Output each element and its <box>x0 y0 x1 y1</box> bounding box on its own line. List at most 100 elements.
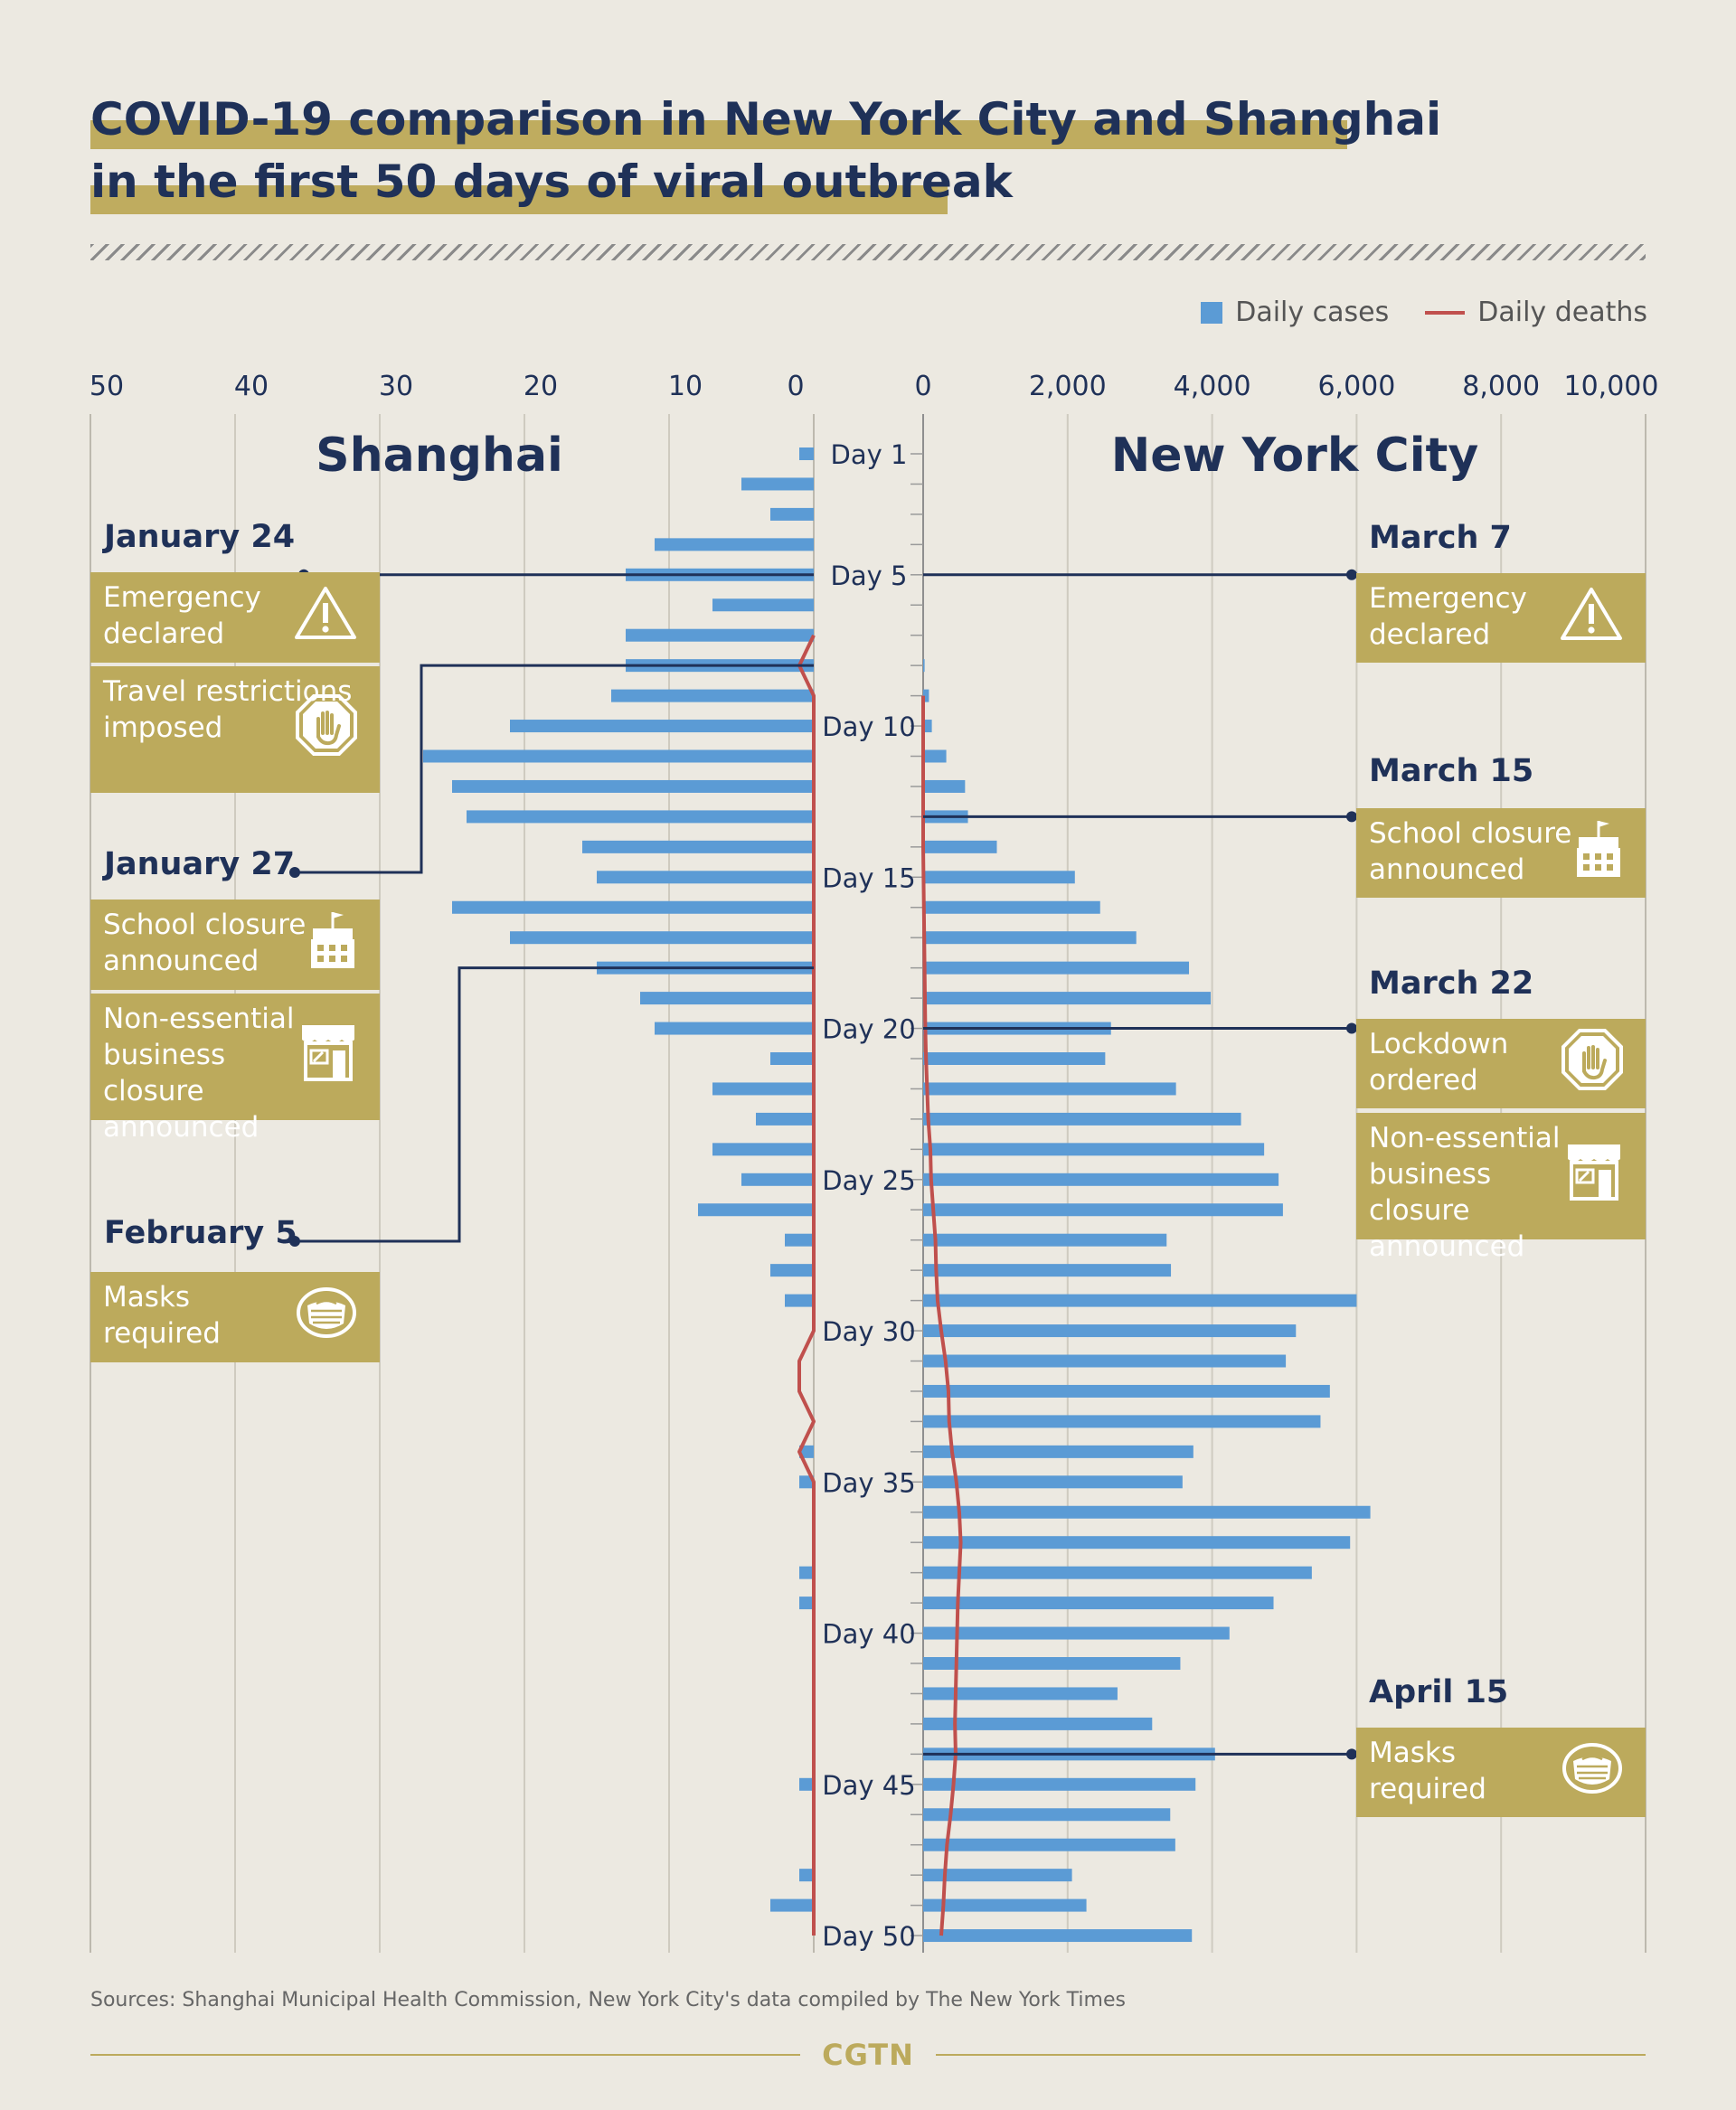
school-icon <box>307 909 358 981</box>
mask-icon <box>295 1286 358 1349</box>
sh-case-bar <box>655 1022 814 1035</box>
sh-case-bar <box>467 810 814 824</box>
sh-death-line <box>797 634 816 1936</box>
sh-case-bar <box>423 749 814 763</box>
brand-rule-right <box>936 2054 1646 2056</box>
nyc-event-date: April 15 <box>1369 1674 1509 1710</box>
sh-x-tick-label: 20 <box>524 371 558 402</box>
sh-x-tick-label: 30 <box>379 371 413 402</box>
nyc-case-bar <box>923 931 1137 945</box>
nyc-x-tick-label: 2,000 <box>1029 371 1107 402</box>
event-card-text: Emergency declared <box>103 581 261 650</box>
nyc-case-bar <box>923 1808 1171 1822</box>
nyc-case-bar <box>923 1324 1297 1338</box>
nyc-event-card: Lockdown ordered <box>1356 1019 1646 1108</box>
shanghai-event-card: Non-essential business closure announced <box>90 994 380 1144</box>
nyc-case-bar <box>923 1929 1193 1943</box>
sh-case-bar <box>626 628 814 642</box>
nyc-case-bar <box>923 810 968 824</box>
nyc-case-bar <box>923 900 1100 914</box>
nyc-case-bar <box>923 1173 1279 1186</box>
sh-case-bar <box>799 1566 814 1579</box>
nyc-case-bar <box>923 779 966 793</box>
nyc-case-bar <box>923 871 1075 884</box>
chart-subtitle: in the first 50 days of viral outbreak <box>90 155 1013 208</box>
brand-rule-left <box>90 2054 800 2056</box>
event-card-text: Lockdown ordered <box>1369 1028 1509 1097</box>
sh-case-bar <box>741 477 814 491</box>
nyc-case-bar <box>923 1052 1106 1065</box>
nyc-case-bar <box>923 1445 1194 1458</box>
sh-case-bar <box>510 931 814 945</box>
nyc-case-bar <box>923 1294 1357 1307</box>
stop-hand-icon <box>1561 1028 1624 1100</box>
day-label: Day 50 <box>822 1921 915 1952</box>
sh-case-bar <box>611 689 814 702</box>
day-label: Day 10 <box>822 711 915 742</box>
sh-case-bar <box>712 1082 814 1096</box>
event-card-text: Masks required <box>1369 1737 1486 1805</box>
event-card-text: Masks required <box>103 1281 221 1350</box>
nyc-case-bar <box>923 1082 1176 1096</box>
sh-case-bar <box>582 840 814 853</box>
nyc-case-bar <box>923 992 1212 1005</box>
sh-case-bar <box>799 1869 814 1882</box>
nyc-case-bar <box>923 1143 1265 1156</box>
shanghai-event-card: Emergency declared <box>90 572 380 663</box>
sh-case-bar <box>799 1445 814 1458</box>
nyc-event-card: Masks required <box>1356 1728 1646 1817</box>
sh-case-bar <box>698 1203 814 1217</box>
legend-cases-swatch <box>1201 301 1223 324</box>
nyc-case-bar <box>923 1112 1241 1126</box>
nyc-case-bar <box>923 1264 1172 1277</box>
sh-case-bar <box>626 659 814 673</box>
source-note: Sources: Shanghai Municipal Health Commi… <box>90 1989 1126 2011</box>
nyc-case-bar <box>923 1657 1181 1670</box>
shanghai-event-date: January 24 <box>104 519 296 555</box>
sh-x-tick-label: 50 <box>90 371 124 402</box>
shanghai-event-card: Masks required <box>90 1272 380 1362</box>
sh-case-bar <box>799 1597 814 1610</box>
nyc-case-bar <box>923 1566 1312 1579</box>
nyc-event-card: School closure announced <box>1356 808 1646 898</box>
sh-case-bar <box>785 1294 814 1307</box>
title-highlight-2 <box>90 185 948 214</box>
nyc-case-bar <box>923 1203 1283 1217</box>
nyc-x-tick-label: 10,000 <box>1564 371 1659 402</box>
event-card-text: School closure announced <box>103 909 307 977</box>
day-label: Day 25 <box>822 1165 915 1196</box>
legend: Daily cases Daily deaths <box>1201 297 1647 328</box>
nyc-event-card: Emergency declared <box>1356 573 1646 663</box>
legend-cases-label: Daily cases <box>1235 297 1390 328</box>
shanghai-event-date: February 5 <box>104 1215 297 1251</box>
sh-case-bar <box>712 598 814 612</box>
sh-case-bar <box>452 900 814 914</box>
day-label: Day 35 <box>822 1467 915 1498</box>
sh-case-bar <box>799 447 814 460</box>
stop-hand-icon <box>295 693 358 766</box>
event-card-text: Emergency declared <box>1369 582 1527 651</box>
sh-case-bar <box>770 507 814 521</box>
warning-icon <box>293 585 358 650</box>
sh-case-bar <box>770 1052 814 1065</box>
warning-icon <box>1559 586 1624 651</box>
sh-case-bar <box>510 720 814 733</box>
nyc-case-bar <box>923 1717 1153 1730</box>
sh-case-bar <box>770 1264 814 1277</box>
sh-case-bar <box>712 1143 814 1156</box>
nyc-event-card: Non-essential business closure announced <box>1356 1113 1646 1263</box>
nyc-case-bar <box>923 1536 1351 1550</box>
nyc-case-bar <box>923 1869 1072 1882</box>
day-label: Day 1 <box>831 439 908 470</box>
sh-case-bar <box>756 1112 814 1126</box>
sh-case-bar <box>597 871 814 884</box>
sh-x-tick-label: 0 <box>787 371 804 402</box>
nyc-case-bar <box>923 749 947 763</box>
nyc-case-bar <box>923 840 997 853</box>
sh-case-bar <box>799 1777 814 1791</box>
shanghai-event-card: Travel restrictions imposed <box>90 666 380 793</box>
nyc-x-tick-label: 4,000 <box>1174 371 1251 402</box>
day-label: Day 40 <box>822 1619 915 1650</box>
legend-deaths-line <box>1425 310 1466 315</box>
nyc-case-bar <box>923 1747 1215 1761</box>
